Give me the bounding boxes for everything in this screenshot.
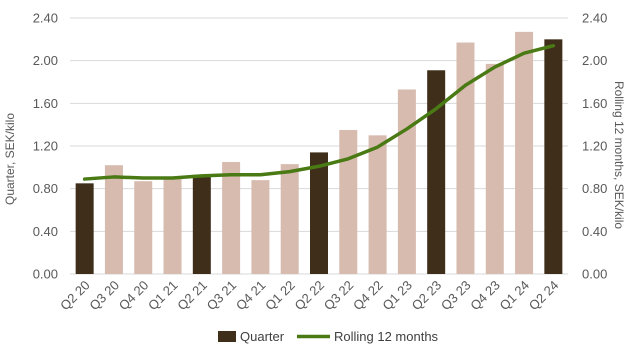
bar-q4-23 [486,64,504,274]
bar-q1-24 [515,32,533,274]
bar-q2-20 [76,183,94,274]
x-tick-label: Q1 23 [379,278,415,314]
bar-q4-20 [134,181,152,274]
legend-quarter-swatch [218,331,236,342]
y-right-tick-label: 0.80 [582,181,607,196]
bar-q1-23 [398,89,416,274]
x-tick-label: Q3 20 [86,278,122,314]
legend: Quarter Rolling 12 months [218,329,439,344]
y-axis-right-ticks: 0.00 0.40 0.80 1.20 1.60 2.00 2.40 [582,11,607,282]
x-tick-label: Q1 24 [497,278,533,314]
y-right-tick-label: 2.00 [582,53,607,68]
bar-q2-21 [193,175,211,274]
x-tick-label: Q2 21 [174,278,210,314]
y-right-tick-label: 0.00 [582,267,607,282]
y-left-tick-label: 2.00 [33,53,58,68]
y-right-tick-label: 1.60 [582,96,607,111]
bar-series [76,32,563,274]
x-tick-label: Q2 24 [526,278,562,314]
bar-q3-20 [105,165,123,274]
y-axis-right-title: Rolling 12 months, SEK/kilo [612,81,626,229]
legend-rolling-label: Rolling 12 months [334,329,439,344]
y-right-tick-label: 0.40 [582,224,607,239]
y-axis-left-title: Quarter, SEK/kilo [3,113,17,205]
x-tick-label: Q2 20 [57,278,93,314]
y-left-tick-label: 1.20 [33,139,58,154]
y-left-tick-label: 2.40 [33,11,58,26]
bar-q2-23 [427,70,445,274]
bar-q3-21 [222,162,240,274]
bar-q3-22 [339,130,357,274]
x-tick-label: Q2 23 [409,278,445,314]
x-tick-label: Q3 23 [438,278,474,314]
bar-q1-21 [164,178,182,274]
bar-q2-24 [544,39,562,274]
bar-q1-22 [281,164,299,274]
x-tick-label: Q4 20 [116,278,152,314]
bar-q3-23 [456,43,474,274]
x-tick-label: Q3 21 [204,278,240,314]
y-left-tick-label: 0.80 [33,181,58,196]
x-tick-label: Q1 22 [262,278,298,314]
bar-q2-22 [310,152,328,274]
x-tick-label: Q3 22 [321,278,357,314]
x-tick-label: Q4 21 [233,278,269,314]
x-tick-label: Q2 22 [291,278,327,314]
y-left-tick-label: 0.40 [33,224,58,239]
y-axis-left-ticks: 0.00 0.40 0.80 1.20 1.60 2.00 2.40 [33,11,58,282]
y-left-tick-label: 1.60 [33,96,58,111]
y-right-tick-label: 2.40 [582,11,607,26]
x-tick-label: Q4 22 [350,278,386,314]
y-left-tick-label: 0.00 [33,267,58,282]
x-tick-label: Q1 21 [145,278,181,314]
y-right-tick-label: 1.20 [582,139,607,154]
legend-quarter-label: Quarter [240,329,285,344]
bar-q4-21 [251,180,269,274]
bar-q4-22 [369,135,387,274]
x-tick-label: Q4 23 [467,278,503,314]
